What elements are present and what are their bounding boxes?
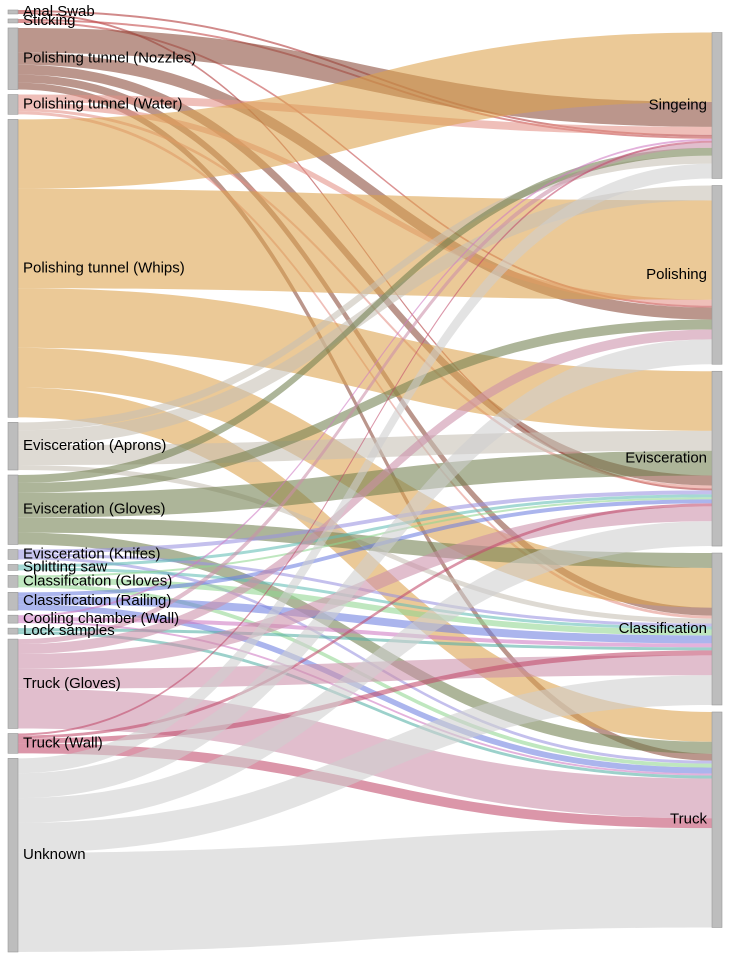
node-label-ev_gloves: Evisceration (Gloves) [23,501,166,518]
node-cl_gloves [7,575,19,588]
node-label-pt_water: Polishing tunnel (Water) [23,95,183,112]
flow-unknown-to-classification [18,675,712,853]
flow-truck_wall-to-evisceration [18,503,712,739]
node-label-truck_wall: Truck (Wall) [23,734,103,751]
node-ev_aprons [7,422,19,471]
flow-unknown-to-polishing [18,339,712,799]
flow-cl_railing-to-evisceration [18,499,712,597]
node-label-truck_gloves: Truck (Gloves) [23,675,121,692]
flows-layer [18,10,712,952]
flow-splitting_saw-to-classification [18,567,712,630]
flow-ev_knifes-to-evisceration [18,490,712,554]
node-truck_wall [7,733,19,754]
flow-truck_gloves-to-polishing [18,329,712,654]
flow-ev_gloves-to-singeing [18,147,712,483]
node-sticking [7,18,19,24]
node-truck_gloves [7,638,19,729]
node-label-anal_swab: Anal Swab [23,3,95,20]
node-anal_swab [7,9,19,15]
node-label-ev_knifes: Evisceration (Knifes) [23,545,161,562]
node-unknown [7,758,19,953]
flow-cl_gloves-to-evisceration [18,497,712,578]
flow-pt_water-to-evisceration [18,108,712,489]
flow-cl_gloves-to-classification [18,577,712,636]
flow-truck_gloves-to-evisceration [18,506,712,669]
node-pt_water [7,94,19,115]
node-lock_samples [7,627,19,635]
node-cl_railing [7,592,19,611]
flow-ev_aprons-to-evisceration [18,430,712,466]
node-label-polishing: Polishing [646,266,707,283]
node-label-cool_wall: Cooling chamber (Wall) [23,610,179,627]
node-pt_whips [7,119,19,418]
node-label-ev_aprons: Evisceration (Aprons) [23,437,166,454]
node-label-truck: Truck [670,811,707,828]
node-ev_gloves [7,474,19,545]
node-label-unknown: Unknown [23,846,86,863]
flow-sticking-to-polishing [18,20,712,308]
node-splitting_saw [7,564,19,571]
node-label-evisceration: Evisceration [625,450,707,467]
node-singeing [711,32,723,179]
flow-unknown-to-truck [18,828,712,952]
node-label-singeing: Singeing [649,96,707,113]
flow-ev_aprons-to-singeing [18,155,712,431]
flow-pt_nozzles-to-polishing [18,52,712,320]
flow-truck_wall-to-classification [18,650,712,744]
flow-truck_wall-to-truck [18,743,712,829]
flow-pt_whips-to-singeing [18,32,712,189]
flow-unknown-to-singeing [18,163,712,774]
flow-cool_wall-to-singeing [18,138,712,618]
node-label-classification: Classification [619,620,707,637]
flow-ev_gloves-to-truck [18,532,712,754]
node-polishing [711,185,723,365]
flow-pt_nozzles-to-truck [18,82,712,761]
node-ev_knifes [7,549,19,560]
flow-cl_railing-to-truck [18,604,712,774]
flow-truck_wall-to-singeing [18,140,712,736]
flow-ev_gloves-to-evisceration [18,450,712,518]
node-evisceration [711,370,723,547]
flow-unknown-to-evisceration [18,521,712,823]
node-cool_wall [7,614,19,624]
nodes-layer [7,9,723,953]
node-label-sticking: Sticking [23,12,76,29]
node-label-cl_railing: Classification (Railing) [23,592,171,609]
flow-lock_samples-to-truck [18,631,712,779]
flow-cool_wall-to-classification [18,617,712,648]
flow-lock_samples-to-classification [18,628,712,651]
node-label-pt_nozzles: Polishing tunnel (Nozzles) [23,50,196,67]
node-classification [711,552,723,706]
flow-ev_gloves-to-polishing [18,319,712,493]
node-label-lock_samples: Lock samples [23,622,115,639]
node-label-splitting_saw: Splitting saw [23,558,107,575]
node-label-pt_whips: Polishing tunnel (Whips) [23,259,185,276]
node-label-cl_gloves: Classification (Gloves) [23,572,172,589]
flow-truck_gloves-to-singeing [18,142,712,645]
flow-splitting_saw-to-evisceration [18,494,712,568]
node-pt_nozzles [7,27,19,90]
node-truck [711,711,723,928]
